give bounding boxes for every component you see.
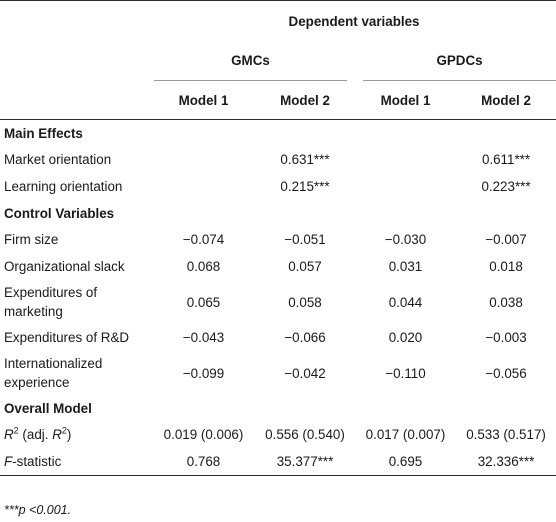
- table-cell: −0.066: [284, 330, 326, 345]
- table-row: Expenditures of marketing 0.065 0.058 0.…: [0, 280, 556, 324]
- table-row: Firm size −0.074 −0.051 −0.030 −0.007: [0, 226, 556, 253]
- table-cell: −0.042: [284, 365, 326, 381]
- table-cell: 0.031: [388, 259, 423, 274]
- table-cell: 0.020: [388, 330, 423, 345]
- table-cell: −0.043: [182, 330, 225, 345]
- table-cell: 0.058: [288, 294, 322, 310]
- model-header: Model 1: [152, 81, 255, 120]
- table-cell: 0.017 (0.007): [365, 427, 446, 442]
- table-row: R2 (adj. R2) 0.019 (0.006) 0.556 (0.540)…: [0, 421, 556, 448]
- group-header-gpdcs: GPDCs: [363, 41, 556, 81]
- table-cell: 0.215***: [280, 179, 330, 194]
- table-row: F-statistic 0.768 35.377*** 0.695 32.336…: [0, 448, 556, 476]
- header-row-groups: GMCs GPDCs: [0, 41, 556, 81]
- table-row: Organizational slack 0.068 0.057 0.031 0…: [0, 253, 556, 280]
- group-header-gmcs: GMCs: [154, 41, 347, 81]
- label-part: 2: [61, 425, 67, 436]
- table-cell: 35.377***: [255, 448, 355, 476]
- table-cell: 0.044: [388, 294, 423, 310]
- section-title-main-effects: Main Effects: [4, 125, 83, 141]
- table-cell: 0.068: [186, 259, 221, 274]
- table-cell: 0.018: [489, 259, 523, 274]
- table-cell: 0.057: [288, 259, 322, 274]
- regression-table: Dependent variables GMCs GPDCs Model 1 M…: [0, 0, 556, 476]
- table-cell: −0.003: [485, 330, 527, 345]
- row-label: Expenditures of R&D: [4, 330, 130, 345]
- dependent-variables-header: Dependent variables: [152, 0, 556, 41]
- table-footnote: ***p <0.001.: [4, 503, 72, 517]
- table-cell: 0.768: [152, 448, 255, 476]
- model-header: Model 2: [456, 81, 556, 120]
- table-cell: [355, 146, 456, 173]
- table-cell: 0.533 (0.517): [466, 427, 546, 442]
- table-cell: −0.099: [182, 365, 225, 381]
- table-cell: [152, 146, 255, 173]
- row-label: Learning orientation: [4, 179, 123, 194]
- table-cell: 0.223***: [481, 179, 531, 194]
- table-row: Market orientation 0.631*** 0.611***: [0, 146, 556, 173]
- table-cell: 0.611***: [481, 152, 531, 167]
- table-row: Expenditures of R&D −0.043 −0.066 0.020 …: [0, 324, 556, 351]
- label-part: R: [52, 427, 62, 442]
- table-cell: [152, 173, 255, 200]
- table-cell: 0.065: [186, 294, 221, 310]
- section-title-control-variables: Control Variables: [4, 205, 115, 221]
- table-cell: −0.007: [485, 232, 527, 247]
- row-label-r-squared: R2 (adj. R2): [0, 421, 152, 448]
- table-cell: −0.074: [182, 232, 225, 247]
- row-label: Internationalized experience: [4, 356, 103, 390]
- table-row: Internationalized experience −0.099 −0.0…: [0, 351, 556, 395]
- row-label-f-statistic: F-statistic: [0, 448, 152, 476]
- label-part: ): [66, 427, 72, 442]
- label-part: (adj.: [18, 427, 53, 442]
- table-cell: −0.110: [385, 365, 426, 381]
- table-cell: −0.051: [284, 232, 326, 247]
- section-title-overall-model: Overall Model: [4, 400, 92, 416]
- header-row-group-title: Dependent variables: [0, 0, 556, 41]
- section-row: Control Variables: [0, 200, 556, 226]
- row-label: Market orientation: [4, 152, 112, 167]
- header-row-models: Model 1 Model 2 Model 1 Model 2: [0, 81, 556, 120]
- label-part: R: [4, 427, 14, 442]
- table-cell: −0.030: [384, 232, 427, 247]
- label-part: F: [4, 454, 13, 469]
- row-label: Firm size: [4, 232, 59, 247]
- table-cell: 0.631***: [280, 152, 330, 167]
- row-label: Expenditures of marketing: [4, 285, 98, 319]
- table-cell: 0.556 (0.540): [265, 427, 345, 442]
- table-cell: −0.056: [485, 365, 527, 381]
- section-row: Main Effects: [0, 120, 556, 147]
- label-part: 2: [13, 425, 19, 436]
- model-header: Model 2: [255, 81, 355, 120]
- model-header: Model 1: [355, 81, 456, 120]
- label-part: -statistic: [12, 454, 62, 469]
- table-cell: [355, 173, 456, 200]
- table-cell: 0.038: [489, 294, 523, 310]
- table-cell: 0.019 (0.006): [163, 427, 244, 442]
- row-label: Organizational slack: [4, 259, 125, 274]
- table-cell: 32.336***: [456, 448, 556, 476]
- table-cell: 0.695: [355, 448, 456, 476]
- table-row: Learning orientation 0.215*** 0.223***: [0, 173, 556, 200]
- section-row: Overall Model: [0, 395, 556, 421]
